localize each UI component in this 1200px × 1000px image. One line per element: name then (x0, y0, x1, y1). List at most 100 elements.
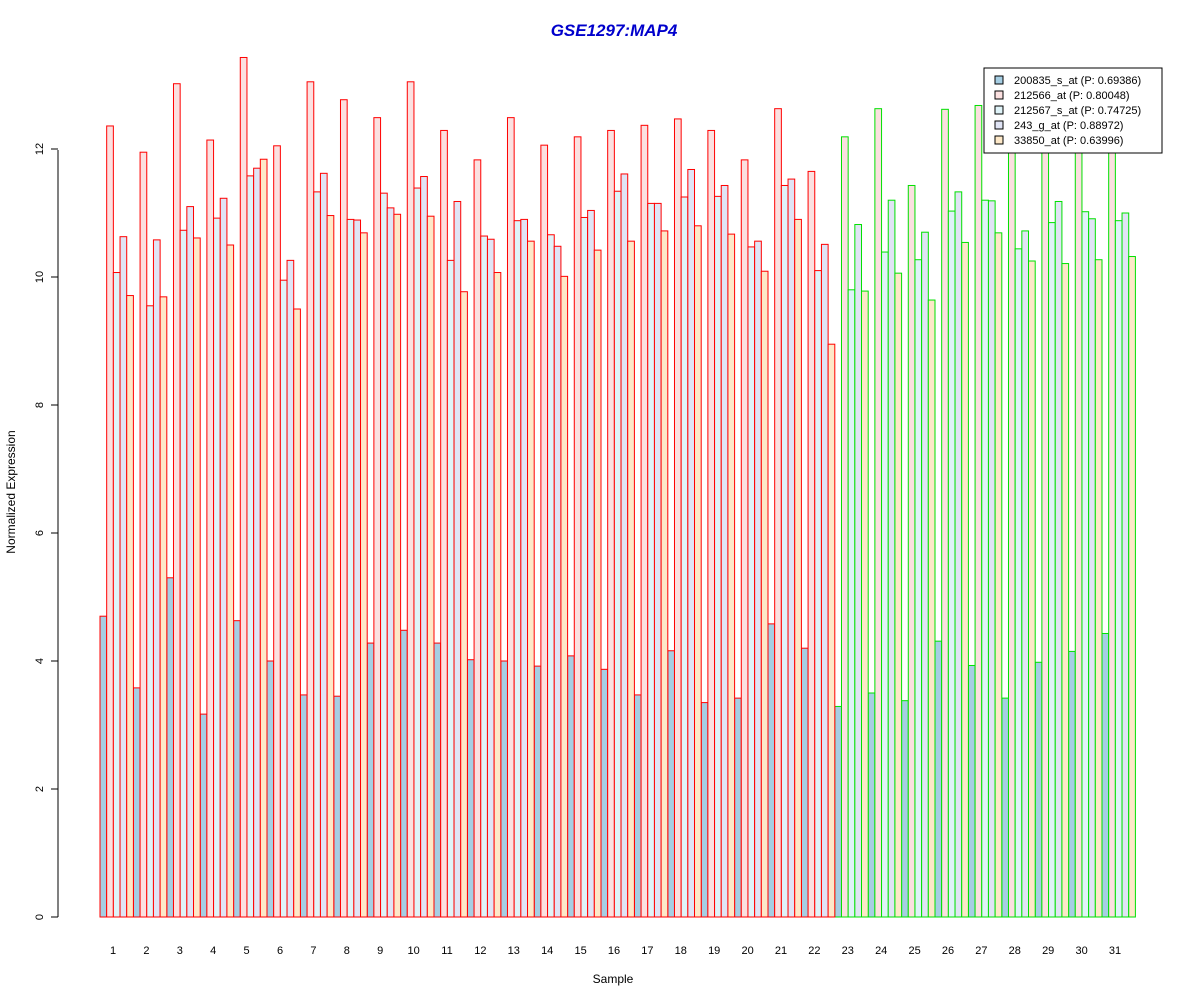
bar-1-sample-12 (466, 659, 475, 918)
bar-1-sample-3 (166, 577, 174, 918)
x-tick-label: 2 (143, 945, 149, 957)
bar-1-sample-22 (800, 647, 809, 918)
bar-3-sample-3 (179, 229, 188, 918)
x-tick-label: 14 (541, 945, 553, 957)
bar-5-sample-24 (894, 272, 903, 918)
legend-item-label: 33850_at (P: 0.63996) (1014, 135, 1123, 147)
bar-3-sample-5 (246, 175, 255, 918)
bar-5-sample-30 (1094, 259, 1103, 918)
bar-1-sample-4 (199, 713, 208, 918)
bar-4-sample-2 (152, 239, 161, 918)
y-axis: 0 2 4 6 8 10 12 (34, 143, 59, 920)
bar-1-sample-7 (299, 694, 308, 918)
legend-box (983, 67, 1163, 154)
bar-1-sample-10 (400, 629, 408, 918)
chart-title: GSE1297:MAP4 (551, 21, 678, 40)
bar-4-sample-3 (186, 206, 195, 918)
bar-1-sample-6 (266, 660, 275, 918)
bar-4-sample-27 (987, 200, 996, 918)
bar-3-sample-31 (1114, 220, 1123, 918)
bar-2-sample-23 (840, 136, 849, 918)
bar-2-sample-6 (273, 145, 281, 918)
bar-3-sample-8 (346, 218, 355, 918)
bar-3-sample-12 (480, 235, 488, 918)
bar-4-sample-10 (420, 176, 428, 918)
x-tick-label: 6 (277, 945, 283, 957)
bar-4-sample-30 (1088, 218, 1096, 918)
x-tick-label: 30 (1075, 945, 1087, 957)
x-tick-label: 19 (708, 945, 720, 957)
bar-1-sample-16 (600, 668, 609, 918)
bar-4-sample-21 (787, 178, 796, 918)
bar-4-sample-9 (386, 207, 395, 918)
bar-4-sample-20 (754, 240, 762, 918)
bar-2-sample-14 (540, 144, 549, 918)
bar-1-sample-13 (500, 660, 508, 918)
x-tick-label: 23 (842, 945, 854, 957)
bar-1-sample-14 (533, 665, 542, 918)
bar-2-sample-17 (640, 124, 649, 918)
bar-1-sample-24 (867, 692, 876, 918)
bar-4-sample-6 (286, 259, 295, 918)
bar-3-sample-17 (647, 202, 655, 918)
bar-3-sample-4 (213, 217, 221, 918)
bars-layer (99, 56, 1136, 918)
bar-2-sample-5 (239, 56, 248, 918)
bar-1-sample-17 (633, 694, 642, 918)
bar-5-sample-3 (193, 237, 201, 918)
bar-4-sample-22 (820, 243, 829, 918)
bar-4-sample-14 (553, 245, 562, 918)
legend-item-label: 243_g_at (P: 0.88972) (1014, 120, 1123, 132)
x-tick-label: 21 (775, 945, 787, 957)
bar-5-sample-16 (627, 240, 635, 918)
x-tick-label: 31 (1109, 945, 1121, 957)
legend-item-label: 200835_s_at (P: 0.69386) (1014, 75, 1141, 87)
legend-swatch (994, 135, 1004, 145)
x-tick-label: 17 (641, 945, 653, 957)
x-tick-label: 5 (244, 945, 250, 957)
bar-4-sample-8 (353, 219, 362, 918)
bar-4-sample-7 (319, 172, 328, 918)
x-tick-label: 24 (875, 945, 887, 957)
bar-3-sample-29 (1048, 222, 1056, 918)
bar-5-sample-14 (560, 275, 569, 918)
bar-1-sample-21 (767, 623, 776, 918)
bar-4-sample-25 (921, 231, 929, 918)
bar-1-sample-25 (901, 700, 909, 918)
bar-3-sample-30 (1081, 211, 1090, 918)
bar-1-sample-30 (1068, 650, 1076, 918)
x-tick-label: 4 (210, 945, 216, 957)
bar-3-sample-28 (1014, 248, 1023, 918)
bar-5-sample-29 (1061, 263, 1070, 918)
bar-5-sample-10 (426, 215, 435, 918)
legend: 200835_s_at (P: 0.69386) 212566_at (P: 0.… (983, 67, 1163, 154)
bar-1-sample-26 (934, 640, 943, 918)
bar-2-sample-9 (373, 117, 382, 918)
bar-5-sample-19 (727, 233, 736, 918)
bar-3-sample-22 (814, 270, 822, 918)
bar-3-sample-15 (580, 216, 589, 918)
bar-2-sample-21 (774, 108, 782, 918)
bar-5-sample-27 (994, 232, 1003, 918)
x-tick-label: 1 (110, 945, 116, 957)
x-tick-label: 12 (474, 945, 486, 957)
x-tick-label: 11 (441, 945, 452, 957)
bar-4-sample-12 (486, 238, 495, 918)
bar-2-sample-19 (707, 129, 716, 918)
bar-5-sample-4 (226, 244, 235, 918)
bar-1-sample-1 (99, 615, 108, 918)
x-tick-label: 18 (675, 945, 687, 957)
bar-2-sample-1 (106, 125, 114, 918)
bar-5-sample-2 (159, 296, 168, 918)
bar-4-sample-5 (253, 167, 261, 918)
bar-2-sample-18 (673, 118, 682, 918)
x-tick-label: 16 (608, 945, 620, 957)
y-tick-label: 12 (34, 143, 46, 155)
y-tick-label: 10 (34, 271, 46, 283)
x-tick-label: 3 (177, 945, 183, 957)
bar-4-sample-31 (1121, 212, 1130, 918)
bar-1-sample-8 (333, 695, 341, 918)
bar-4-sample-15 (587, 209, 595, 918)
bar-5-sample-12 (493, 272, 502, 918)
bar-3-sample-19 (714, 195, 722, 918)
